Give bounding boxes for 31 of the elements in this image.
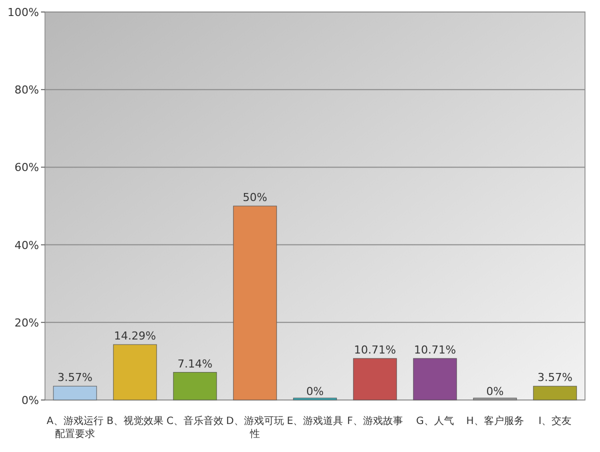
y-tick-label: 100% bbox=[8, 6, 39, 19]
y-tick-label: 80% bbox=[14, 84, 39, 97]
data-label: 3.57% bbox=[58, 371, 92, 384]
y-tick-label: 60% bbox=[14, 161, 39, 174]
x-tick-label: E、游戏道具 bbox=[286, 415, 344, 427]
data-label: 0% bbox=[306, 385, 324, 398]
y-tick-label: 40% bbox=[14, 238, 39, 252]
x-tick-label: D、游戏可玩性 bbox=[226, 415, 284, 440]
x-tick-label: G、人气 bbox=[416, 415, 454, 427]
data-label: 0% bbox=[486, 385, 504, 398]
bar bbox=[233, 206, 277, 400]
data-label: 14.29% bbox=[114, 330, 156, 343]
data-label: 10.71% bbox=[354, 343, 396, 356]
x-tick-label: H、客户服务 bbox=[466, 415, 524, 427]
data-label: 10.71% bbox=[414, 343, 456, 356]
x-tick-label: B、视觉效果 bbox=[106, 415, 164, 427]
x-tick-label: I、交友 bbox=[538, 415, 572, 427]
data-label: 3.57% bbox=[538, 371, 572, 384]
bar bbox=[173, 372, 217, 400]
bar bbox=[353, 358, 397, 400]
bar bbox=[113, 344, 157, 400]
bar bbox=[533, 386, 577, 400]
data-label: 7.14% bbox=[178, 357, 212, 370]
x-tick-label: F、游戏故事 bbox=[347, 415, 403, 427]
y-tick-label: 0% bbox=[22, 394, 39, 407]
bar bbox=[53, 386, 97, 400]
bar bbox=[413, 358, 457, 400]
data-label: 50% bbox=[242, 191, 268, 204]
y-tick-label: 20% bbox=[14, 316, 39, 330]
x-tick-label: C、音乐音效 bbox=[166, 415, 224, 427]
x-tick-label: A、游戏运行配置要求 bbox=[46, 415, 104, 440]
